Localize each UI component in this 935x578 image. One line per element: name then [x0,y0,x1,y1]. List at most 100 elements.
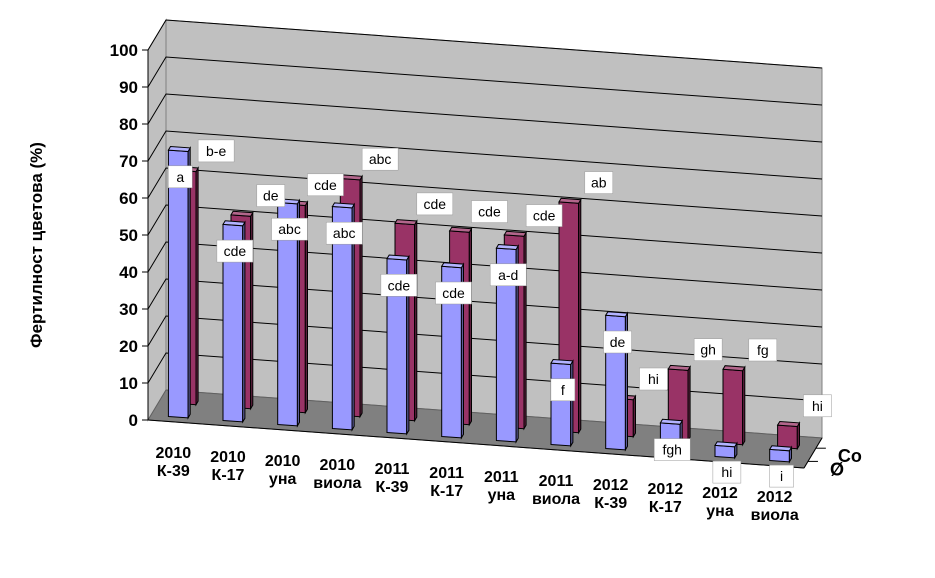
y-tick-label: 60 [119,189,138,208]
y-tick-label: 90 [119,78,138,97]
svg-text:de: de [263,188,279,204]
series-axis-label: Co [838,446,862,466]
bar-top-face [331,202,356,209]
x-tick-label: 2012 виола [751,489,799,524]
gridlines [147,19,823,402]
bar [722,365,746,447]
x-tick-label: 2012 уна [702,485,738,520]
bar [222,220,246,424]
gridline [147,167,823,217]
bar-top-face [495,243,520,251]
svg-text:cde: cde [424,196,447,212]
data-label: fgh [653,438,691,461]
svg-text:cde: cde [442,285,465,301]
x-axis-ticks: 2010 К-39 2010 К-17 2010 уна 2010 виола 2011 К-39… [156,445,799,524]
data-label: de [256,184,286,207]
bar-top-face [667,364,691,371]
bar-side-face [742,365,746,447]
svg-text:a-d: a-d [498,267,518,283]
data-label: a [167,165,193,189]
svg-text:ab: ab [591,175,607,191]
bar [714,441,738,460]
bar-top-face [386,254,410,261]
bar-top-face [440,262,465,269]
bar-top-face [659,418,684,425]
x-tick-label: 2012 К-39 [593,477,629,512]
bar-top-face [550,358,574,366]
bar-top-face [503,230,527,237]
bar-side-face [187,146,191,420]
data-label: fg [748,338,778,362]
bar-front-face [714,444,736,459]
x-tick-label: 2011 уна [484,469,519,504]
gridline [147,93,823,143]
bar-top-face [604,311,629,318]
x-tick-label: 2010 К-39 [156,445,192,480]
y-tick-label: 0 [129,411,138,430]
gridline [147,204,823,254]
data-label: hi [712,460,742,484]
gridline [147,241,823,291]
gridline [147,352,823,402]
svg-text:cde: cde [314,177,337,193]
data-label: cde [380,274,418,297]
bar-side-face [570,359,574,448]
data-label: de [603,330,632,354]
bar-side-face [195,166,199,407]
bar [167,145,192,420]
bar-side-face [414,219,418,423]
svg-text:abc: abc [278,221,301,237]
data-label: ab [584,171,614,194]
data-label: cde [416,192,454,216]
x-tick-label: 2010 виола [313,457,361,492]
series-axis-labels: CoØ [803,437,862,479]
y-tick-label: 100 [110,41,138,60]
y-axis-label: Фертилност цветова (%) [27,142,46,348]
bar-side-face [687,364,691,443]
bar-top-face [558,197,582,204]
bar-side-face [523,230,527,431]
bar-top-face [394,219,418,226]
data-label: abc [361,147,399,171]
bar-top-face [448,226,473,233]
bar-side-face [468,226,472,427]
svg-text:hi: hi [721,464,732,480]
data-label: hi [803,394,832,418]
bar [495,243,520,444]
bar-front-face [722,368,744,446]
data-label: hi [639,367,668,391]
data-label: cde [216,239,254,263]
svg-text:i: i [780,468,783,484]
svg-text:fg: fg [757,342,769,358]
data-label: i [769,464,794,488]
svg-text:b-e: b-e [206,143,226,159]
x-tick-label: 2011 К-17 [429,465,464,500]
bar-front-face [769,448,790,463]
bar-side-face [578,197,582,435]
svg-text:a: a [176,169,184,185]
y-tick-label: 40 [119,263,138,282]
y-tick-label: 80 [119,115,138,134]
y-axis-ticks: 0 10 20 30 40 50 60 70 80 90 100 [110,41,805,469]
bar-front-face [777,424,798,450]
svg-text:f: f [561,382,565,398]
bar [331,202,356,432]
x-axis-line [147,419,805,469]
x-tick-label: 2011 виола [532,473,580,508]
series-axis-label: Ø [830,459,844,479]
data-label: cde [307,173,344,197]
data-label: gh [693,338,723,361]
bar-top-face [222,220,246,227]
x-tick-label: 2010 К-17 [210,449,246,484]
bar-top-face [776,420,801,428]
bar-side-face [632,394,636,439]
svg-text:gh: gh [700,342,716,358]
y-tick-label: 30 [119,300,138,319]
svg-text:de: de [610,334,626,350]
gridline [147,56,823,106]
bar-top-face [768,445,793,452]
y-tick-label: 70 [119,152,138,171]
y-tick-label: 10 [119,374,138,393]
gridline [147,278,823,328]
bar [776,420,801,451]
